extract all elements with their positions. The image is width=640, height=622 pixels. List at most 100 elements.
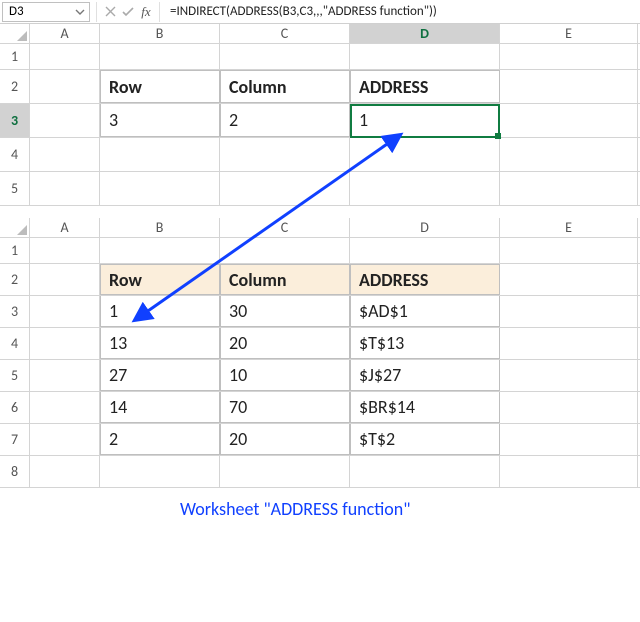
cell[interactable] (30, 264, 100, 295)
row-header-1[interactable]: 1 (0, 44, 30, 69)
cell[interactable]: $AD$1 (350, 296, 500, 327)
row-1: 1 (0, 44, 640, 70)
cell[interactable] (350, 138, 500, 171)
cell[interactable] (100, 44, 220, 69)
row-header-5[interactable]: 5 (0, 172, 30, 205)
select-all-corner[interactable] (0, 218, 30, 237)
cell[interactable] (30, 392, 100, 423)
row-header-3[interactable]: 3 (0, 296, 30, 327)
header-cell-address[interactable]: ADDRESS (350, 264, 500, 295)
cell[interactable] (30, 70, 100, 103)
cell[interactable]: $BR$14 (350, 392, 500, 423)
cell[interactable] (100, 238, 220, 263)
cell[interactable] (30, 238, 100, 263)
cell[interactable] (30, 138, 100, 171)
header-cell-column[interactable]: Column (220, 70, 350, 103)
cell[interactable] (350, 456, 500, 487)
enter-icon[interactable] (119, 2, 137, 22)
col-header-C[interactable]: C (220, 24, 350, 43)
cell[interactable] (30, 360, 100, 391)
cell[interactable] (30, 296, 100, 327)
col-header-B[interactable]: B (100, 218, 220, 237)
cell-B3[interactable]: 3 (100, 104, 220, 137)
cell[interactable] (220, 456, 350, 487)
header-cell-row[interactable]: Row (100, 264, 220, 295)
row-header-5[interactable]: 5 (0, 360, 30, 391)
cell[interactable]: 10 (220, 360, 350, 391)
cell[interactable]: $T$2 (350, 424, 500, 455)
header-cell-column[interactable]: Column (220, 264, 350, 295)
col-header-B[interactable]: B (100, 24, 220, 43)
cell[interactable] (500, 172, 638, 205)
col-header-A[interactable]: A (30, 218, 100, 237)
name-box[interactable]: D3 (2, 2, 90, 22)
cell[interactable] (30, 456, 100, 487)
cell[interactable]: 2 (100, 424, 220, 455)
row-header-7[interactable]: 7 (0, 424, 30, 455)
formula-input[interactable]: =INDIRECT(ADDRESS(B3,C3,,,"ADDRESS funct… (164, 4, 640, 19)
cell[interactable]: $J$27 (350, 360, 500, 391)
divider (96, 2, 97, 22)
cell-C3[interactable]: 2 (220, 104, 350, 137)
cell[interactable] (30, 44, 100, 69)
cell[interactable] (30, 424, 100, 455)
cell[interactable]: 70 (220, 392, 350, 423)
cell[interactable]: 1 (100, 296, 220, 327)
col-header-D[interactable]: D (350, 24, 500, 43)
cell[interactable] (350, 238, 500, 263)
cell[interactable]: $T$13 (350, 328, 500, 359)
cell[interactable] (500, 296, 638, 327)
cell[interactable] (350, 44, 500, 69)
cell[interactable] (500, 328, 638, 359)
row-header-4[interactable]: 4 (0, 138, 30, 171)
header-cell-row[interactable]: Row (100, 70, 220, 103)
cell[interactable] (500, 70, 638, 103)
cell[interactable] (220, 172, 350, 205)
cell[interactable]: 14 (100, 392, 220, 423)
cell[interactable] (220, 44, 350, 69)
cell[interactable] (500, 44, 638, 69)
cell[interactable]: 20 (220, 424, 350, 455)
col-header-A[interactable]: A (30, 24, 100, 43)
cell[interactable] (500, 456, 638, 487)
row-header-3[interactable]: 3 (0, 104, 30, 137)
cell[interactable]: 27 (100, 360, 220, 391)
cell[interactable] (220, 238, 350, 263)
cell[interactable] (30, 328, 100, 359)
row-header-1[interactable]: 1 (0, 238, 30, 263)
cell[interactable] (100, 456, 220, 487)
cell[interactable]: 30 (220, 296, 350, 327)
fx-icon[interactable]: fx (137, 2, 155, 22)
cell[interactable] (500, 264, 638, 295)
cell[interactable] (500, 138, 638, 171)
cell[interactable] (500, 104, 638, 137)
cell[interactable] (350, 172, 500, 205)
cell[interactable]: 20 (220, 328, 350, 359)
cancel-icon[interactable] (101, 2, 119, 22)
cell[interactable] (30, 104, 100, 137)
col-header-E[interactable]: E (500, 218, 638, 237)
row-header-2[interactable]: 2 (0, 70, 30, 103)
col-header-C[interactable]: C (220, 218, 350, 237)
col-header-D[interactable]: D (350, 218, 500, 237)
cell[interactable] (220, 138, 350, 171)
cell[interactable]: 13 (100, 328, 220, 359)
column-headers: A B C D E (0, 24, 640, 44)
cell[interactable] (500, 424, 638, 455)
col-header-E[interactable]: E (500, 24, 638, 43)
cell[interactable] (100, 138, 220, 171)
cell-D3[interactable]: 1 (350, 104, 500, 137)
row-header-2[interactable]: 2 (0, 264, 30, 295)
header-cell-address[interactable]: ADDRESS (350, 70, 500, 103)
row-header-8[interactable]: 8 (0, 456, 30, 487)
cell[interactable] (500, 238, 638, 263)
sheet-pane-top: A B C D E 1 2 Row Column ADDRESS 3 3 2 1… (0, 24, 640, 206)
cell[interactable] (100, 172, 220, 205)
row-4: 4 (0, 138, 640, 172)
row-header-4[interactable]: 4 (0, 328, 30, 359)
cell[interactable] (30, 172, 100, 205)
cell[interactable] (500, 392, 638, 423)
row-header-6[interactable]: 6 (0, 392, 30, 423)
cell[interactable] (500, 360, 638, 391)
select-all-corner[interactable] (0, 24, 30, 43)
